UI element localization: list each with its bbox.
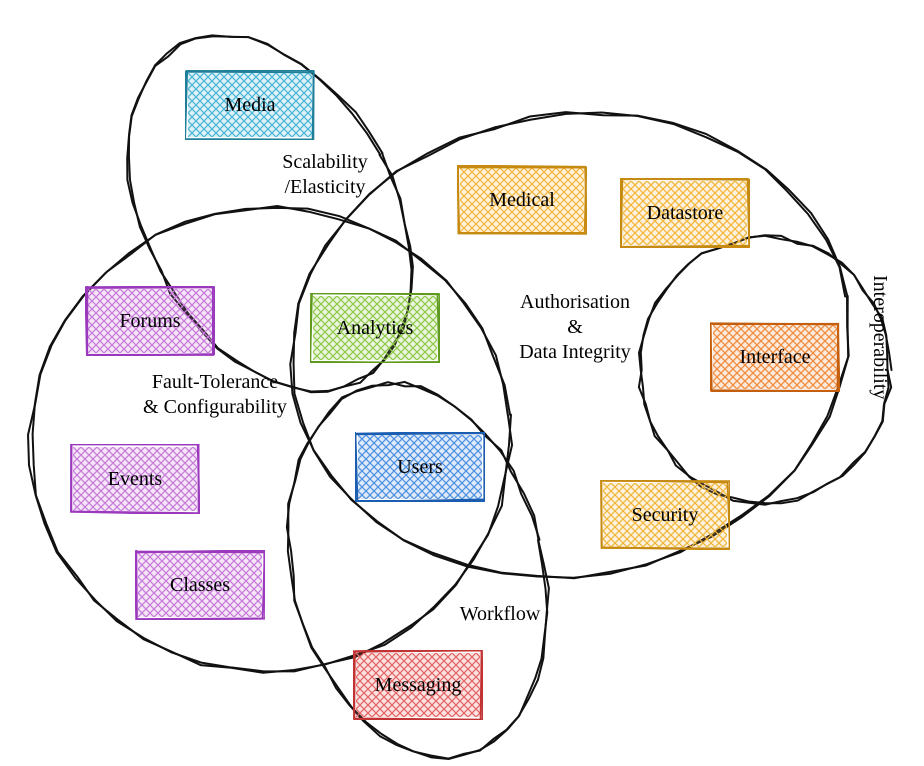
box-label-media: Media [224,94,275,117]
group-label-lbl_authorisation: Authorisation & Data Integrity [475,290,675,365]
box-security: Security [600,480,730,550]
box-classes: Classes [135,550,265,620]
group-label-lbl_fault_tolerance: Fault-Tolerance & Configurability [100,370,330,420]
box-datastore: Datastore [620,178,750,248]
box-label-users: Users [397,456,443,479]
group-label-lbl_scalability: Scalability /Elasticity [240,150,410,200]
box-label-messaging: Messaging [375,674,462,697]
box-label-events: Events [108,468,162,491]
box-interface: Interface [710,322,840,392]
group-label-lbl_interop: Interoperability [862,275,892,399]
box-users: Users [355,432,485,502]
box-messaging: Messaging [353,650,483,720]
box-label-security: Security [632,504,699,527]
diagram-stage: Media Medical Datastore Forums Analytics Inte… [0,0,924,766]
box-label-classes: Classes [170,574,230,597]
box-media: Media [185,70,315,140]
box-medical: Medical [457,165,587,235]
box-analytics: Analytics [310,293,440,363]
box-label-medical: Medical [489,189,555,212]
box-label-analytics: Analytics [337,317,414,340]
group-label-lbl_workflow: Workflow [440,602,560,627]
box-forums: Forums [85,286,215,356]
box-events: Events [70,444,200,514]
box-label-datastore: Datastore [647,202,724,225]
box-label-forums: Forums [119,310,180,333]
box-label-interface: Interface [739,346,810,369]
